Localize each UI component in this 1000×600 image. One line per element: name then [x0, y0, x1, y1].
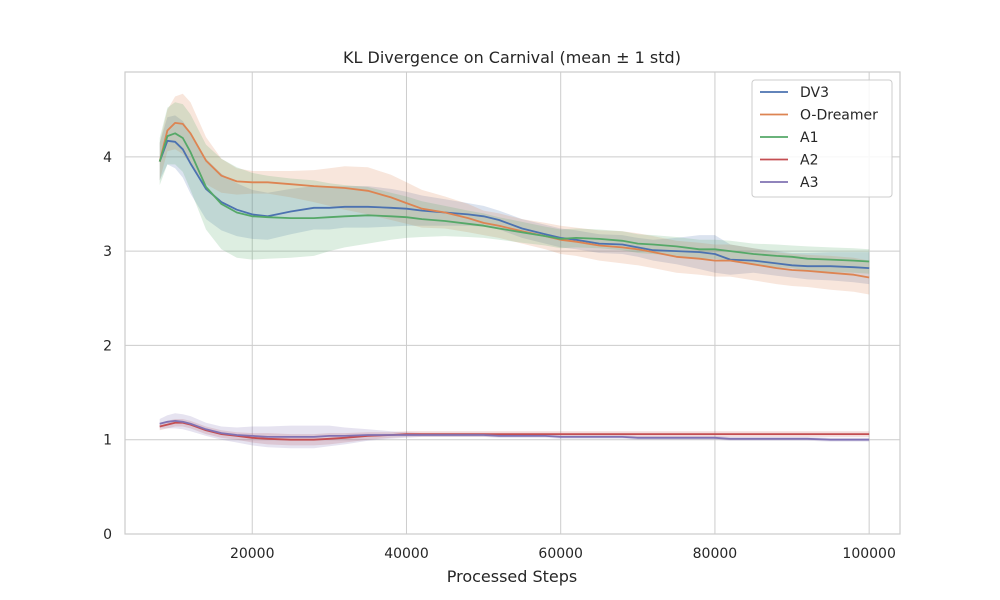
- std-band-o-dreamer: [159, 93, 870, 295]
- std-band-a3: [159, 413, 870, 449]
- y-tick-label: 0: [103, 527, 112, 543]
- x-tick-label: 60000: [538, 546, 583, 562]
- series-lines: [158, 122, 870, 441]
- std-band-dv3: [159, 115, 870, 285]
- series-line-o-dreamer: [158, 122, 870, 279]
- legend-label: A1: [800, 130, 818, 146]
- legend-label: DV3: [800, 85, 829, 101]
- series-line-a1: [158, 132, 870, 263]
- x-axis-label: Processed Steps: [447, 567, 578, 586]
- x-tick-label: 20000: [230, 546, 275, 562]
- legend-label: O-Dreamer: [800, 108, 878, 124]
- legend-label: A3: [800, 175, 818, 191]
- legend: DV3 O-Dreamer A1 A2 A3: [751, 79, 893, 198]
- y-tick-label: 3: [103, 244, 112, 260]
- std-band-a1: [159, 102, 870, 274]
- y-tick-label: 1: [103, 433, 112, 449]
- legend-label: A2: [800, 153, 818, 169]
- legend-box: [751, 79, 893, 198]
- chart-title: KL Divergence on Carnival (mean ± 1 std): [343, 48, 681, 67]
- y-tick-label: 4: [103, 150, 112, 166]
- x-tick-label: 80000: [693, 546, 738, 562]
- x-tick-label: 100000: [842, 546, 895, 562]
- series-line-dv3: [158, 139, 870, 269]
- y-tick-label: 2: [103, 338, 112, 354]
- y-tick-labels: 0 1 2 3 4: [103, 150, 112, 543]
- plot-frame: [124, 71, 901, 535]
- x-tick-labels: 20000 40000 60000 80000 100000: [230, 546, 896, 562]
- x-tick-label: 40000: [384, 546, 429, 562]
- series-line-a3: [159, 419, 870, 441]
